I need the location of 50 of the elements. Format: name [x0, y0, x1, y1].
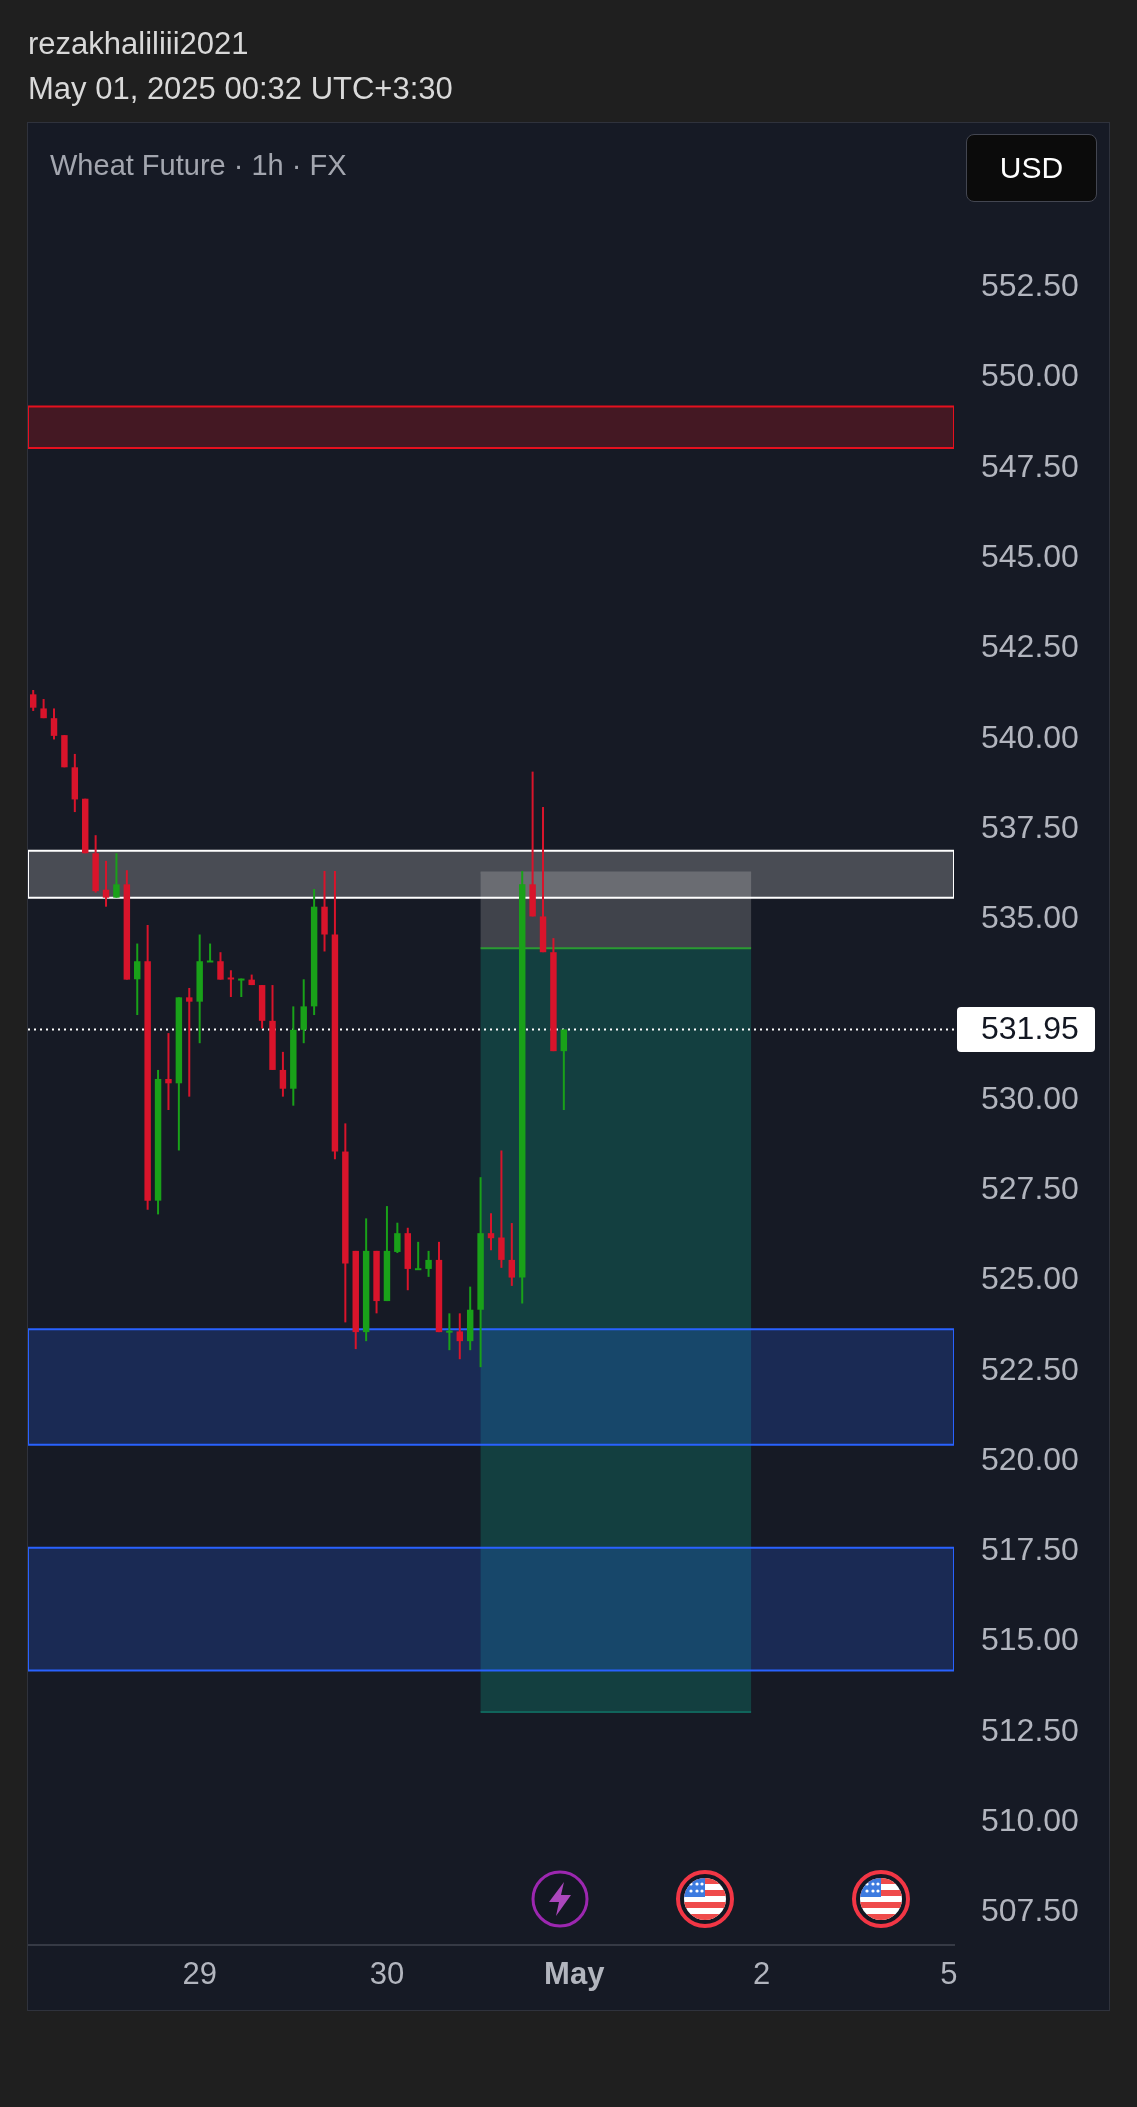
candlestick — [487, 1212, 495, 1252]
y-tick-label: 530.00 — [981, 1079, 1079, 1116]
candlestick — [425, 1249, 432, 1278]
candlestick — [29, 689, 37, 712]
candlestick — [134, 942, 141, 1017]
y-tick-label: 525.00 — [981, 1260, 1079, 1297]
y-tick-label: 540.00 — [981, 718, 1079, 755]
y-tick-label: 507.50 — [981, 1892, 1079, 1929]
x-tick-label: 5 — [940, 1956, 958, 1992]
text: rezakhaliliii2021 — [28, 26, 249, 62]
candlestick — [238, 977, 245, 998]
y-tick-label: 515.00 — [981, 1621, 1079, 1658]
y-tick-label: 517.50 — [981, 1531, 1079, 1568]
candlestick — [446, 1312, 453, 1352]
currency-button: USD — [966, 134, 1097, 202]
candlestick — [50, 707, 58, 741]
ref-line-label: 531.95 — [981, 1010, 1079, 1047]
y-tick-label: 512.50 — [981, 1711, 1079, 1748]
x-tick-label: 29 — [182, 1956, 217, 1992]
candlestick — [113, 852, 120, 899]
candlestick — [498, 1149, 505, 1269]
y-tick-label: 547.50 — [981, 447, 1079, 484]
y-tick-label: 527.50 — [981, 1170, 1079, 1207]
candlestick — [560, 1028, 568, 1112]
candlestick — [186, 986, 193, 1098]
candlestick — [414, 1240, 422, 1271]
x-tick-label: 2 — [752, 1956, 771, 1992]
y-tick-label: 542.50 — [981, 628, 1079, 665]
candlestick — [456, 1312, 464, 1361]
candlestick — [217, 951, 224, 981]
candlestick — [279, 1050, 287, 1098]
y-tick-label: 510.00 — [981, 1802, 1079, 1839]
x-tick-label: May — [544, 1956, 606, 1992]
candlestick — [300, 978, 307, 1045]
y-tick-label: 550.00 — [981, 357, 1079, 394]
candlestick — [227, 969, 235, 998]
y-tick-label: 545.00 — [981, 538, 1079, 575]
text: May 01, 2025 00:32 UTC+3:30 — [28, 71, 453, 107]
candlestick — [508, 1222, 516, 1287]
y-tick-label: 535.00 — [981, 899, 1079, 936]
candlestick — [394, 1221, 401, 1255]
x-tick-label: 30 — [369, 1956, 405, 1992]
y-tick-label: 552.50 — [981, 267, 1079, 304]
y-tick-label: 520.00 — [981, 1440, 1079, 1477]
y-tick-label: 537.50 — [981, 808, 1079, 845]
y-tick-label: 522.50 — [981, 1350, 1079, 1387]
text: Wheat Future · 1h · FX — [50, 148, 347, 182]
candlestick — [102, 859, 110, 908]
candlestick — [165, 1032, 172, 1112]
candlestick — [206, 942, 214, 963]
